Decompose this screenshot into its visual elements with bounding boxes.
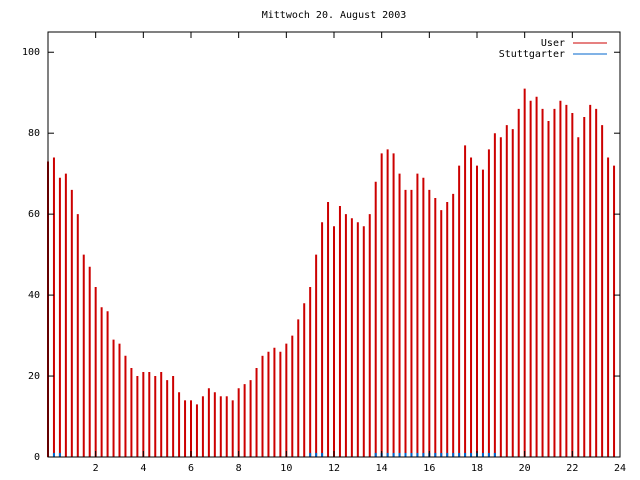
legend-label: User bbox=[541, 38, 565, 49]
x-tick-label: 2 bbox=[93, 463, 99, 474]
x-tick-label: 10 bbox=[280, 463, 292, 474]
y-tick-label: 60 bbox=[28, 209, 40, 220]
y-tick-label: 100 bbox=[22, 47, 40, 58]
x-tick-label: 22 bbox=[566, 463, 578, 474]
x-tick-label: 16 bbox=[423, 463, 435, 474]
x-tick-label: 18 bbox=[471, 463, 483, 474]
x-tick-label: 20 bbox=[519, 463, 531, 474]
x-tick-label: 24 bbox=[614, 463, 626, 474]
x-tick-label: 4 bbox=[140, 463, 146, 474]
y-tick-label: 0 bbox=[34, 452, 40, 463]
y-tick-label: 20 bbox=[28, 371, 40, 382]
y-tick-label: 80 bbox=[28, 128, 40, 139]
chart-title: Mittwoch 20. August 2003 bbox=[262, 10, 407, 21]
x-tick-label: 8 bbox=[236, 463, 242, 474]
x-tick-label: 6 bbox=[188, 463, 194, 474]
legend-label: Stuttgarter bbox=[499, 49, 565, 60]
x-tick-label: 14 bbox=[376, 463, 388, 474]
x-tick-label: 12 bbox=[328, 463, 340, 474]
y-tick-label: 40 bbox=[28, 290, 40, 301]
